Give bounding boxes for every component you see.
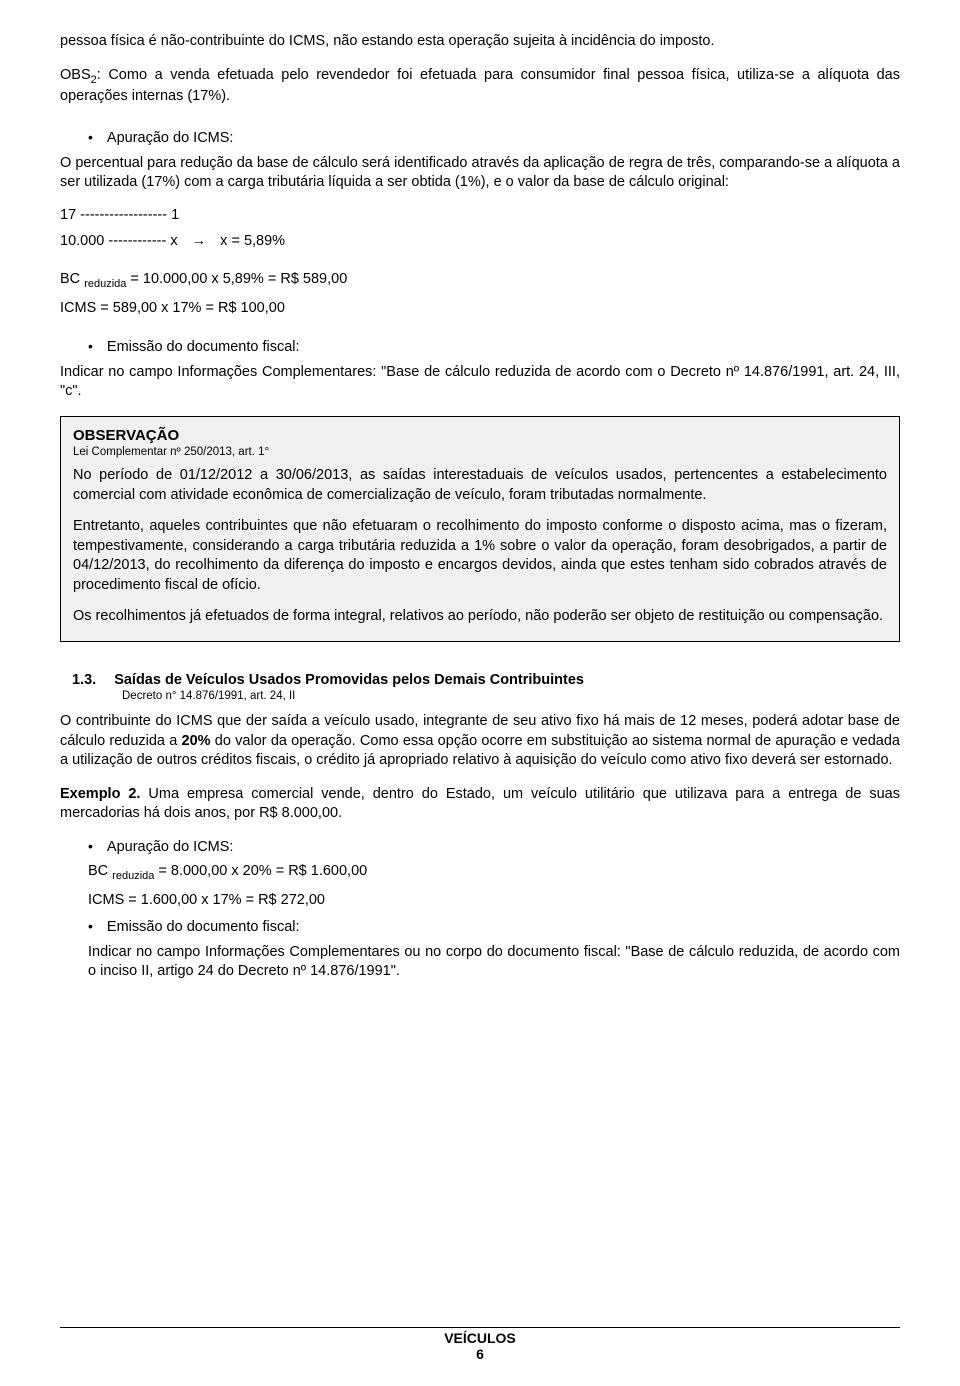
text: = 8.000,00 x 20% = R$ 1.600,00 (154, 863, 367, 879)
footer-divider (60, 1327, 900, 1328)
bullet-marker: • (88, 918, 93, 934)
calc-line: BC reduzida = 8.000,00 x 20% = R$ 1.600,… (60, 863, 900, 882)
example-paragraph: Exemplo 2. Uma empresa comercial vende, … (60, 785, 900, 824)
bold-text: 20% (182, 733, 211, 749)
footer-page-number: 6 (0, 1346, 960, 1362)
bullet-emissao: • Emissão do documento fiscal: (60, 918, 900, 935)
bullet-label: Apuração do ICMS: (107, 130, 234, 146)
bullet-apuracao: • Apuração do ICMS: (60, 129, 900, 146)
paragraph: pessoa física é não-contribuinte do ICMS… (60, 32, 900, 52)
subscript: reduzida (84, 278, 126, 290)
bullet-apuracao: • Apuração do ICMS: (60, 838, 900, 855)
text: Uma empresa comercial vende, dentro do E… (60, 786, 900, 822)
observation-subtitle: Lei Complementar nº 250/2013, art. 1° (73, 446, 887, 458)
text: = 10.000,00 x 5,89% = R$ 589,00 (126, 271, 347, 287)
paragraph: Indicar no campo Informações Complementa… (60, 363, 900, 402)
subscript: reduzida (112, 870, 154, 882)
text: x = 5,89% (220, 233, 285, 249)
observation-paragraph: Entretanto, aqueles contribuintes que nã… (73, 517, 887, 595)
rule-of-three-line: 17 ------------------ 1 (60, 207, 900, 223)
example-label: Exemplo 2. (60, 786, 140, 802)
bullet-label: Apuração do ICMS: (107, 839, 234, 855)
rule-of-three-line: 10.000 ------------ x → x = 5,89% (60, 233, 900, 249)
bullet-marker: • (88, 129, 93, 145)
section-title: Saídas de Veículos Usados Promovidas pel… (114, 672, 584, 688)
text: BC (88, 863, 112, 879)
calc-line: BC reduzida = 10.000,00 x 5,89% = R$ 589… (60, 271, 900, 290)
paragraph-obs2: OBS2: Como a venda efetuada pelo revende… (60, 66, 900, 107)
observation-paragraph: Os recolhimentos já efetuados de forma i… (73, 607, 887, 627)
paragraph: Indicar no campo Informações Complementa… (60, 943, 900, 982)
section-reference: Decreto n° 14.876/1991, art. 24, II (60, 690, 900, 702)
text: BC (60, 271, 84, 287)
paragraph: O contribuinte do ICMS que der saída a v… (60, 712, 900, 771)
bullet-marker: • (88, 838, 93, 854)
section-heading: 1.3. Saídas de Veículos Usados Promovida… (60, 672, 900, 688)
footer-title: VEÍCULOS (0, 1330, 960, 1346)
bullet-emissao: • Emissão do documento fiscal: (60, 338, 900, 355)
arrow-icon: → (192, 233, 207, 249)
calc-line: ICMS = 589,00 x 17% = R$ 100,00 (60, 300, 900, 316)
bullet-label: Emissão do documento fiscal: (107, 919, 300, 935)
text: OBS (60, 67, 91, 83)
observation-title: OBSERVAÇÃO (73, 427, 887, 444)
bullet-marker: • (88, 338, 93, 354)
observation-paragraph: No período de 01/12/2012 a 30/06/2013, a… (73, 466, 887, 505)
observation-box: OBSERVAÇÃO Lei Complementar nº 250/2013,… (60, 416, 900, 642)
calc-line: ICMS = 1.600,00 x 17% = R$ 272,00 (60, 892, 900, 908)
section-number: 1.3. (72, 672, 96, 688)
page-footer: VEÍCULOS 6 (0, 1327, 960, 1362)
text: 10.000 ------------ x (60, 233, 178, 249)
paragraph: O percentual para redução da base de cál… (60, 154, 900, 193)
text: : Como a venda efetuada pelo revendedor … (60, 67, 900, 105)
bullet-label: Emissão do documento fiscal: (107, 339, 300, 355)
